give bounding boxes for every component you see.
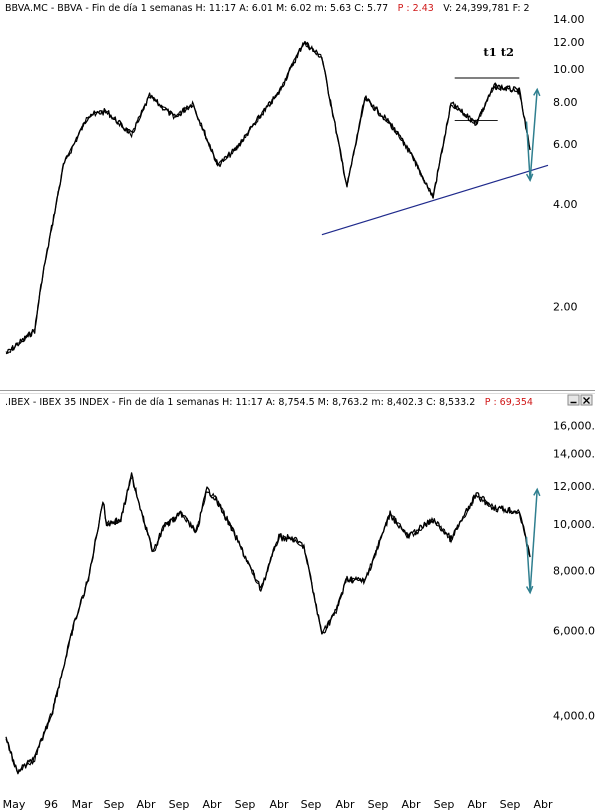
ibex-projection-segment bbox=[529, 489, 538, 593]
x-axis-label: Sep bbox=[301, 798, 322, 811]
ibex-y-tick-label: 14,000.0 bbox=[553, 448, 595, 461]
ibex-price-range bbox=[5, 476, 531, 774]
ibex-header-info: .IBEX - IBEX 35 INDEX - Fin de día 1 sem… bbox=[5, 392, 533, 409]
bbva-y-tick-label: 14.00 bbox=[553, 13, 585, 26]
x-axis-label: Sep bbox=[169, 798, 190, 811]
x-axis-label: Abr bbox=[136, 798, 156, 811]
bbva-y-tick-label: 4.00 bbox=[553, 198, 578, 211]
bbva-header-red: P : 2.43 bbox=[398, 3, 434, 14]
ibex-y-tick-label: 16,000.0 bbox=[553, 420, 595, 433]
ibex-header-red: P : 69,354 bbox=[485, 397, 533, 408]
ibex-projection-arrows bbox=[525, 487, 541, 595]
ibex-projection-segment bbox=[525, 536, 531, 593]
bbva-price-range bbox=[5, 41, 531, 354]
bbva-y-tick-label: 2.00 bbox=[553, 300, 578, 313]
ibex-y-tick-label: 12,000.0 bbox=[553, 480, 595, 493]
ibex-projection-arrowhead bbox=[533, 487, 541, 497]
x-axis-label: Mar bbox=[72, 798, 93, 811]
bbva-projection-arrowhead bbox=[533, 87, 541, 97]
bbva-projection-segment bbox=[529, 89, 538, 181]
x-axis-label: Sep bbox=[434, 798, 455, 811]
x-axis-label: 96 bbox=[44, 798, 58, 811]
minimize-button[interactable] bbox=[567, 394, 580, 406]
bbva-header-right: V: 24,399,781 F: 2 bbox=[443, 3, 529, 14]
bbva-price-line bbox=[5, 40, 531, 355]
bbva-annotation: t1 t2 bbox=[483, 45, 514, 59]
bbva-header-info: BBVA.MC - BBVA - Fin de día 1 semanas H:… bbox=[5, 0, 530, 15]
ibex-y-tick-label: 8,000.0 bbox=[553, 565, 595, 578]
bbva-y-tick-label: 12.00 bbox=[553, 36, 585, 49]
x-axis-label: Sep bbox=[104, 798, 125, 811]
x-axis-label: Abr bbox=[533, 798, 553, 811]
bbva-y-tick-label: 10.00 bbox=[553, 63, 585, 76]
x-axis-label: Abr bbox=[401, 798, 421, 811]
ibex-y-tick-label: 10,000.0 bbox=[553, 518, 595, 531]
bbva-support-trendline bbox=[321, 164, 549, 236]
x-axis-label: Abr bbox=[335, 798, 355, 811]
minimize-button-frame bbox=[567, 394, 580, 406]
bbva-header-left: BBVA.MC - BBVA - Fin de día 1 semanas H:… bbox=[5, 3, 388, 14]
ibex-header-left: .IBEX - IBEX 35 INDEX - Fin de día 1 sem… bbox=[5, 397, 475, 408]
ibex-price-line bbox=[5, 472, 531, 775]
ibex-y-tick-label: 6,000.0 bbox=[553, 625, 595, 638]
x-axis-label: May bbox=[3, 798, 26, 811]
bbva-projection-arrows bbox=[525, 87, 541, 183]
x-axis-label: Abr bbox=[269, 798, 289, 811]
x-axis-label: Sep bbox=[235, 798, 256, 811]
plot-layer: 2.00 4.00 6.00 8.00 10.00 12.00 14.00 t1 t2 4,00… bbox=[3, 13, 595, 811]
bbva-y-tick-label: 6.00 bbox=[553, 138, 578, 151]
x-axis-label: Sep bbox=[368, 798, 389, 811]
bbva-projection-segment bbox=[525, 121, 531, 181]
x-axis-label: Sep bbox=[500, 798, 521, 811]
bbva-chart-header: BBVA.MC - BBVA - Fin de día 1 semanas H:… bbox=[5, 0, 530, 15]
x-axis-label: Abr bbox=[467, 798, 487, 811]
ibex-y-tick-label: 4,000.0 bbox=[553, 710, 595, 723]
x-axis-label: Abr bbox=[202, 798, 222, 811]
ibex-chart-header: .IBEX - IBEX 35 INDEX - Fin de día 1 sem… bbox=[5, 392, 533, 409]
close-icon bbox=[583, 397, 590, 404]
close-button[interactable] bbox=[580, 394, 593, 406]
bbva-y-tick-label: 8.00 bbox=[553, 96, 578, 109]
